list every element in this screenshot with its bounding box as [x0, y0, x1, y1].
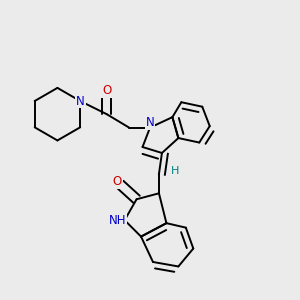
Text: O: O — [112, 175, 122, 188]
Text: NH: NH — [108, 214, 126, 227]
Text: N: N — [76, 94, 85, 107]
Text: O: O — [102, 84, 111, 98]
Text: H: H — [171, 166, 180, 176]
Text: N: N — [146, 116, 154, 129]
